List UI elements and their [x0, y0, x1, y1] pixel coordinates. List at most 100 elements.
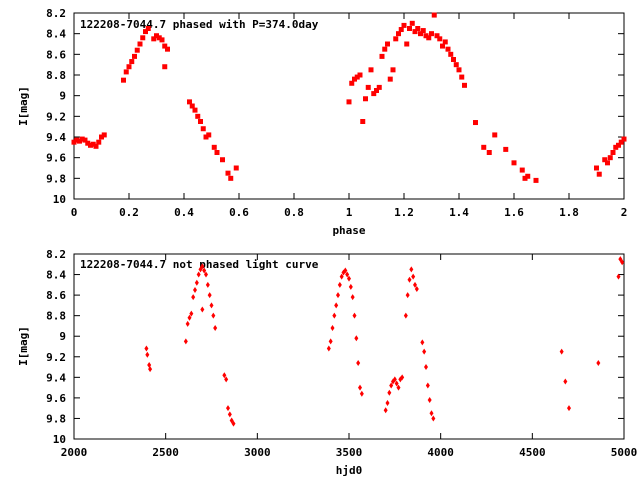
data-point — [620, 259, 625, 266]
y-tick-label: 8.2 — [46, 248, 66, 261]
y-tick-label: 9.4 — [46, 371, 66, 384]
data-point — [616, 273, 621, 280]
data-point — [605, 160, 610, 166]
data-point — [140, 35, 146, 41]
x-axis-label: phase — [332, 224, 365, 237]
x-tick-label: 1.6 — [504, 206, 524, 219]
data-point — [339, 273, 344, 280]
data-point — [358, 384, 362, 391]
data-point — [420, 28, 426, 34]
data-point — [77, 138, 82, 144]
data-point — [343, 267, 348, 274]
x-tick-label: 3000 — [244, 446, 271, 459]
data-point — [594, 165, 599, 171]
data-point — [424, 364, 428, 371]
data-point — [354, 74, 360, 80]
data-point — [596, 171, 602, 177]
data-point — [383, 407, 388, 414]
data-point — [431, 415, 436, 422]
data-point — [492, 132, 498, 138]
data-point — [405, 292, 410, 299]
data-point — [423, 33, 429, 39]
data-point — [134, 47, 140, 53]
y-tick-label: 9.6 — [46, 152, 66, 165]
data-point — [129, 59, 135, 65]
data-point — [403, 312, 408, 319]
data-point — [448, 51, 454, 57]
data-point — [347, 275, 351, 282]
data-point — [352, 312, 357, 319]
data-point — [195, 113, 201, 119]
data-point — [610, 150, 616, 155]
x-tick-label: 2 — [621, 206, 628, 219]
data-point — [328, 338, 333, 345]
data-point — [427, 396, 432, 403]
data-point — [407, 276, 412, 283]
y-tick-label: 8.6 — [46, 48, 66, 61]
data-point — [459, 74, 465, 80]
data-point — [618, 139, 624, 145]
y-tick-label: 10 — [53, 433, 66, 446]
x-tick-label: 5000 — [611, 446, 638, 459]
data-point — [156, 35, 162, 41]
data-point — [559, 348, 564, 355]
data-point — [148, 366, 153, 373]
data-point — [85, 140, 91, 146]
data-point — [330, 325, 335, 331]
data-point — [420, 339, 425, 346]
data-point — [222, 372, 227, 379]
x-tick-label: 3500 — [336, 446, 363, 459]
y-axis-label: I[mag] — [17, 326, 30, 366]
data-point — [145, 351, 150, 358]
data-point — [209, 302, 214, 309]
data-point — [473, 120, 478, 126]
data-point — [389, 382, 394, 389]
data-point — [434, 33, 440, 39]
data-point — [354, 335, 359, 342]
data-point — [211, 312, 216, 319]
data-point — [616, 142, 621, 148]
data-point — [422, 348, 427, 355]
data-point — [207, 292, 212, 299]
data-point — [99, 134, 104, 140]
data-point — [453, 62, 459, 68]
data-point — [231, 420, 236, 427]
x-tick-label: 2000 — [61, 446, 88, 459]
data-point — [407, 26, 412, 31]
data-point — [345, 271, 350, 278]
plot-frame — [73, 12, 625, 200]
unphased-light-curve-panel: 122208-7044.7 not phased light curve hjd… — [17, 248, 637, 477]
data-point — [481, 144, 487, 150]
x-tick-label: 1.2 — [394, 206, 414, 219]
data-point — [398, 27, 404, 33]
x-tick-label: 0.2 — [119, 206, 139, 219]
data-point — [503, 146, 509, 152]
data-point — [533, 177, 539, 183]
data-point — [203, 134, 209, 140]
data-point — [393, 36, 399, 42]
data-point — [90, 141, 96, 147]
data-point — [205, 281, 210, 288]
data-point — [567, 405, 571, 412]
data-point — [451, 57, 456, 62]
y-tick-label: 9.6 — [46, 392, 66, 405]
y-tick-label: 8.4 — [46, 28, 66, 41]
data-point — [348, 283, 353, 290]
x-tick-label: 1 — [346, 206, 353, 219]
data-point — [486, 150, 492, 155]
data-point — [437, 36, 443, 42]
data-point — [159, 37, 165, 43]
data-point — [192, 107, 198, 113]
data-point — [189, 103, 195, 109]
y-tick-label: 9.4 — [46, 131, 66, 144]
data-point — [202, 267, 207, 274]
data-point — [371, 91, 377, 97]
data-point — [93, 143, 99, 149]
data-point — [400, 374, 405, 381]
data-point — [220, 157, 225, 163]
x-tick-label: 4000 — [427, 446, 454, 459]
x-tick-label: 1.4 — [449, 206, 469, 219]
data-point — [200, 306, 205, 313]
data-point — [374, 88, 379, 93]
data-point — [162, 64, 168, 70]
